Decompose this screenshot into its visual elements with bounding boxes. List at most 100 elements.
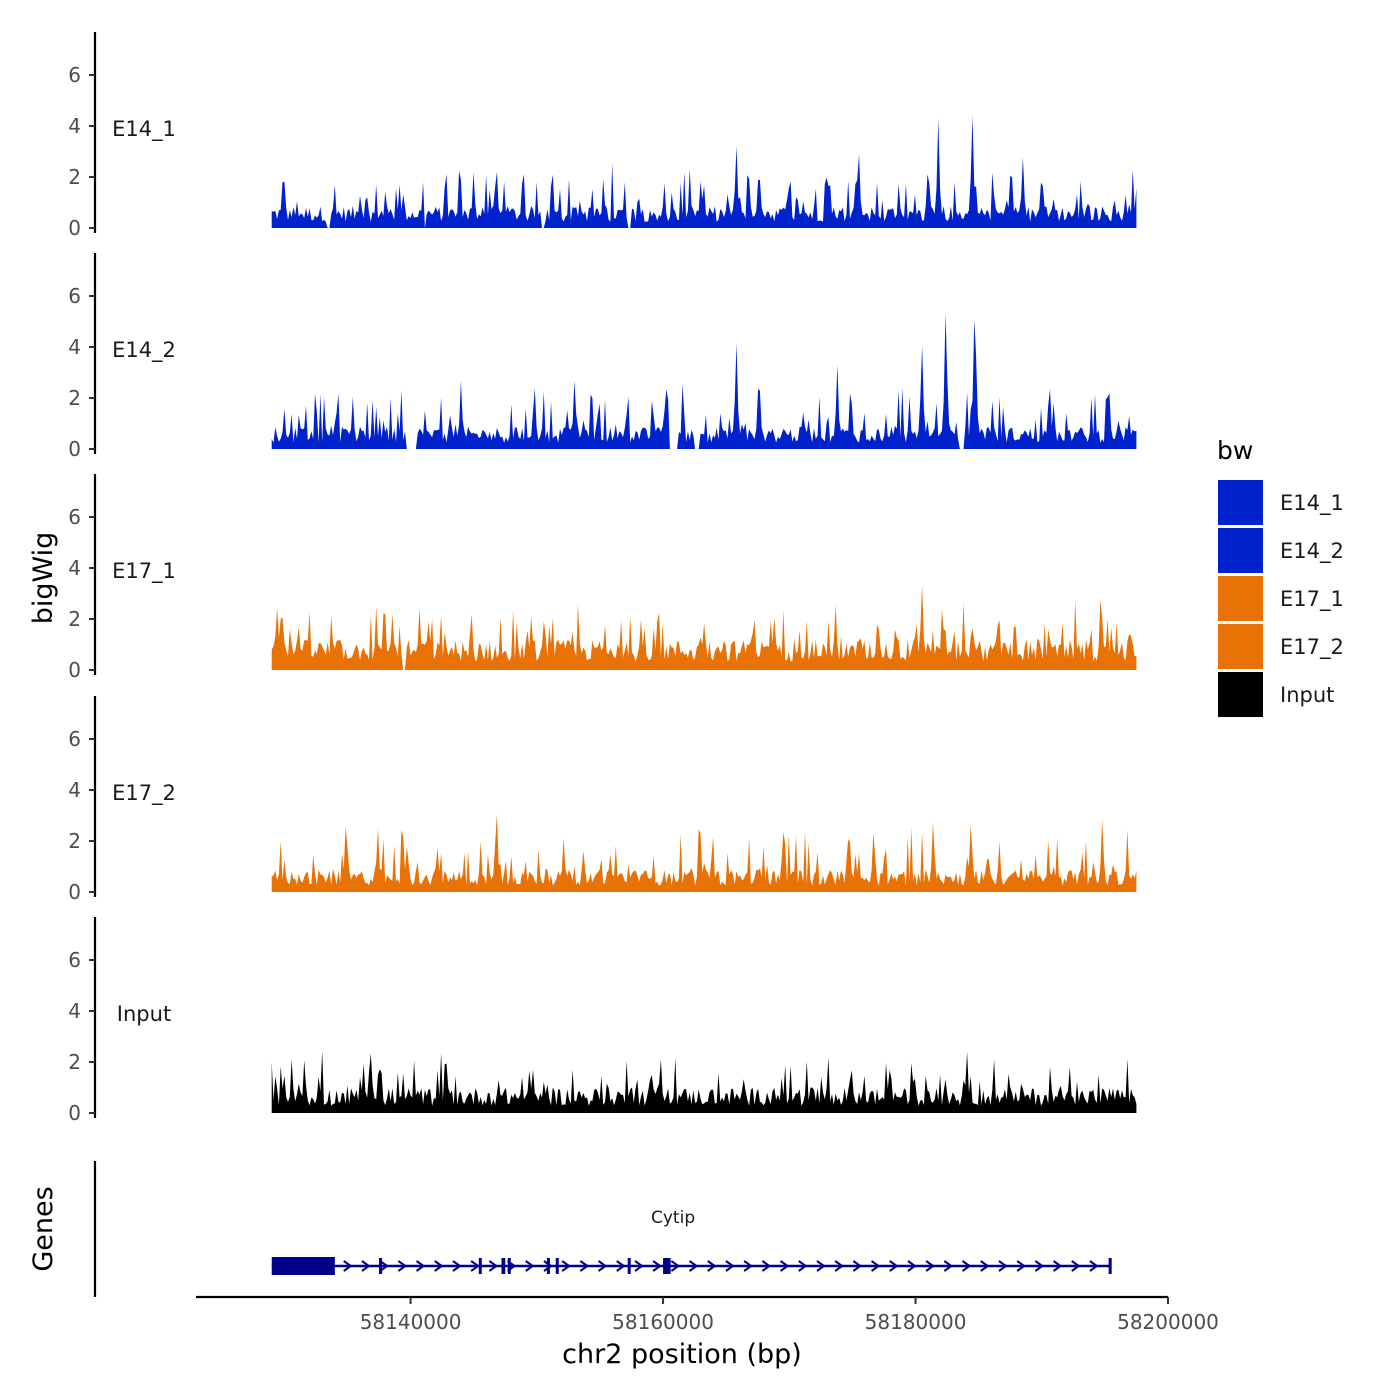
strand-arrow — [561, 1260, 570, 1272]
legend-swatch-E14_2 — [1218, 528, 1263, 573]
strand-arrow — [688, 1260, 698, 1272]
y-tick-label: 0 — [68, 216, 81, 240]
strand-arrow — [1016, 1260, 1025, 1272]
legend-label-Input: Input — [1280, 683, 1334, 707]
strand-arrow — [434, 1260, 443, 1272]
strand-arrow — [870, 1260, 880, 1272]
strand-arrow — [1034, 1260, 1043, 1272]
strand-arrow — [634, 1260, 643, 1272]
track-label: E17_1 — [112, 559, 176, 584]
y-tick-label: 2 — [68, 607, 81, 631]
exon — [663, 1258, 671, 1274]
strand-arrow — [670, 1260, 679, 1272]
signal-area-E17_2 — [271, 813, 1137, 892]
y-tick-label: 6 — [68, 948, 81, 972]
legend-swatch-E17_1 — [1218, 576, 1263, 621]
y-tick-label: 4 — [68, 114, 81, 138]
strand-arrow — [725, 1260, 734, 1272]
signal-area-E14_1 — [271, 115, 1137, 228]
x-tick-label: 58180000 — [865, 1310, 967, 1334]
track-label: E17_2 — [112, 781, 176, 806]
exon — [507, 1258, 511, 1274]
strand-arrow — [652, 1260, 661, 1272]
strand-arrow — [798, 1260, 807, 1272]
y-tick-label: 4 — [68, 999, 81, 1023]
strand-arrow — [961, 1260, 971, 1272]
gene-name-label: Cytip — [651, 1208, 695, 1228]
y-tick-label: 6 — [68, 727, 81, 751]
y-tick-label: 4 — [68, 778, 81, 802]
strand-arrow — [779, 1260, 789, 1272]
strand-arrow — [743, 1260, 752, 1272]
exon — [501, 1258, 506, 1274]
strand-arrow — [488, 1260, 497, 1272]
strand-arrow — [816, 1260, 825, 1272]
x-axis-title: chr2 position (bp) — [562, 1339, 802, 1370]
genes-axis-title: Genes — [28, 1186, 59, 1271]
y-tick-label: 6 — [68, 284, 81, 308]
track-E14_2: 0 2 4 6 E14_2 — [68, 253, 1137, 461]
y-tick-label: 0 — [68, 880, 81, 904]
x-tick-label: 58140000 — [360, 1310, 462, 1334]
strand-arrow — [1052, 1260, 1062, 1272]
legend-swatch-E14_1 — [1218, 480, 1263, 525]
strand-arrow — [980, 1260, 989, 1272]
strand-arrow — [761, 1260, 770, 1272]
track-label: E14_1 — [112, 117, 176, 142]
x-axis: 58140000 58160000 58180000 58200000 — [196, 1295, 1219, 1334]
y-tick-label: 4 — [68, 335, 81, 359]
y-tick-label: 0 — [68, 437, 81, 461]
strand-arrow — [415, 1260, 425, 1272]
exon — [271, 1257, 335, 1275]
strand-arrow — [925, 1260, 934, 1272]
track-label: Input — [117, 1002, 171, 1026]
strand-arrow — [579, 1260, 588, 1272]
y-tick-label: 0 — [68, 658, 81, 682]
strand-arrow — [343, 1260, 352, 1272]
y-tick-label: 6 — [68, 505, 81, 529]
x-tick-label: 58160000 — [612, 1310, 714, 1334]
strand-arrow — [597, 1260, 607, 1272]
y-tick-label: 2 — [68, 165, 81, 189]
signal-tracks: 0 2 4 6 E14_1 0 2 4 6 E14_2 0 2 4 6 E17_1 0 2 4 6 E17_2 0 2 4 6… — [68, 32, 1137, 1125]
legend-label-E14_2: E14_2 — [1280, 539, 1344, 564]
strand-arrow — [452, 1260, 461, 1272]
y-tick-label: 0 — [68, 1101, 81, 1125]
y-tick-label: 2 — [68, 829, 81, 853]
track-Input: 0 2 4 6 Input — [68, 917, 1137, 1125]
exon — [379, 1258, 383, 1274]
strand-arrow — [907, 1260, 916, 1272]
strand-arrow — [616, 1260, 625, 1272]
strand-arrow — [1089, 1260, 1098, 1272]
track-E17_2: 0 2 4 6 E17_2 — [68, 696, 1137, 904]
track-label: E14_2 — [112, 338, 176, 363]
legend-title: bw — [1217, 436, 1253, 465]
strand-arrow — [943, 1260, 952, 1272]
strand-arrow — [470, 1260, 479, 1272]
strand-arrow — [707, 1260, 716, 1272]
exon — [546, 1258, 550, 1274]
exon — [1108, 1258, 1112, 1274]
legend-label-E17_2: E17_2 — [1280, 635, 1344, 660]
strand-arrow — [1071, 1260, 1080, 1272]
strand-arrow — [998, 1260, 1007, 1272]
strand-arrow — [852, 1260, 861, 1272]
exon — [627, 1258, 631, 1274]
strand-arrow — [889, 1260, 898, 1272]
strand-arrow — [397, 1260, 406, 1272]
x-tick-label: 58200000 — [1117, 1310, 1219, 1334]
legend-swatch-Input — [1218, 672, 1263, 717]
y-tick-label: 2 — [68, 386, 81, 410]
signal-area-E14_2 — [271, 313, 1137, 449]
strand-arrow — [834, 1260, 843, 1272]
legend-label-E14_1: E14_1 — [1280, 491, 1344, 516]
track-E14_1: 0 2 4 6 E14_1 — [68, 32, 1137, 240]
strand-arrow — [525, 1260, 534, 1272]
gene-Cytip: Cytip — [271, 1208, 1112, 1275]
y-tick-label: 4 — [68, 556, 81, 580]
legend: bw E14_1 E14_2 E17_1 E17_2 Input — [1217, 436, 1344, 717]
legend-swatch-E17_2 — [1218, 624, 1263, 669]
y-tick-label: 2 — [68, 1050, 81, 1074]
y-tick-label: 6 — [68, 63, 81, 87]
exon — [555, 1258, 559, 1274]
